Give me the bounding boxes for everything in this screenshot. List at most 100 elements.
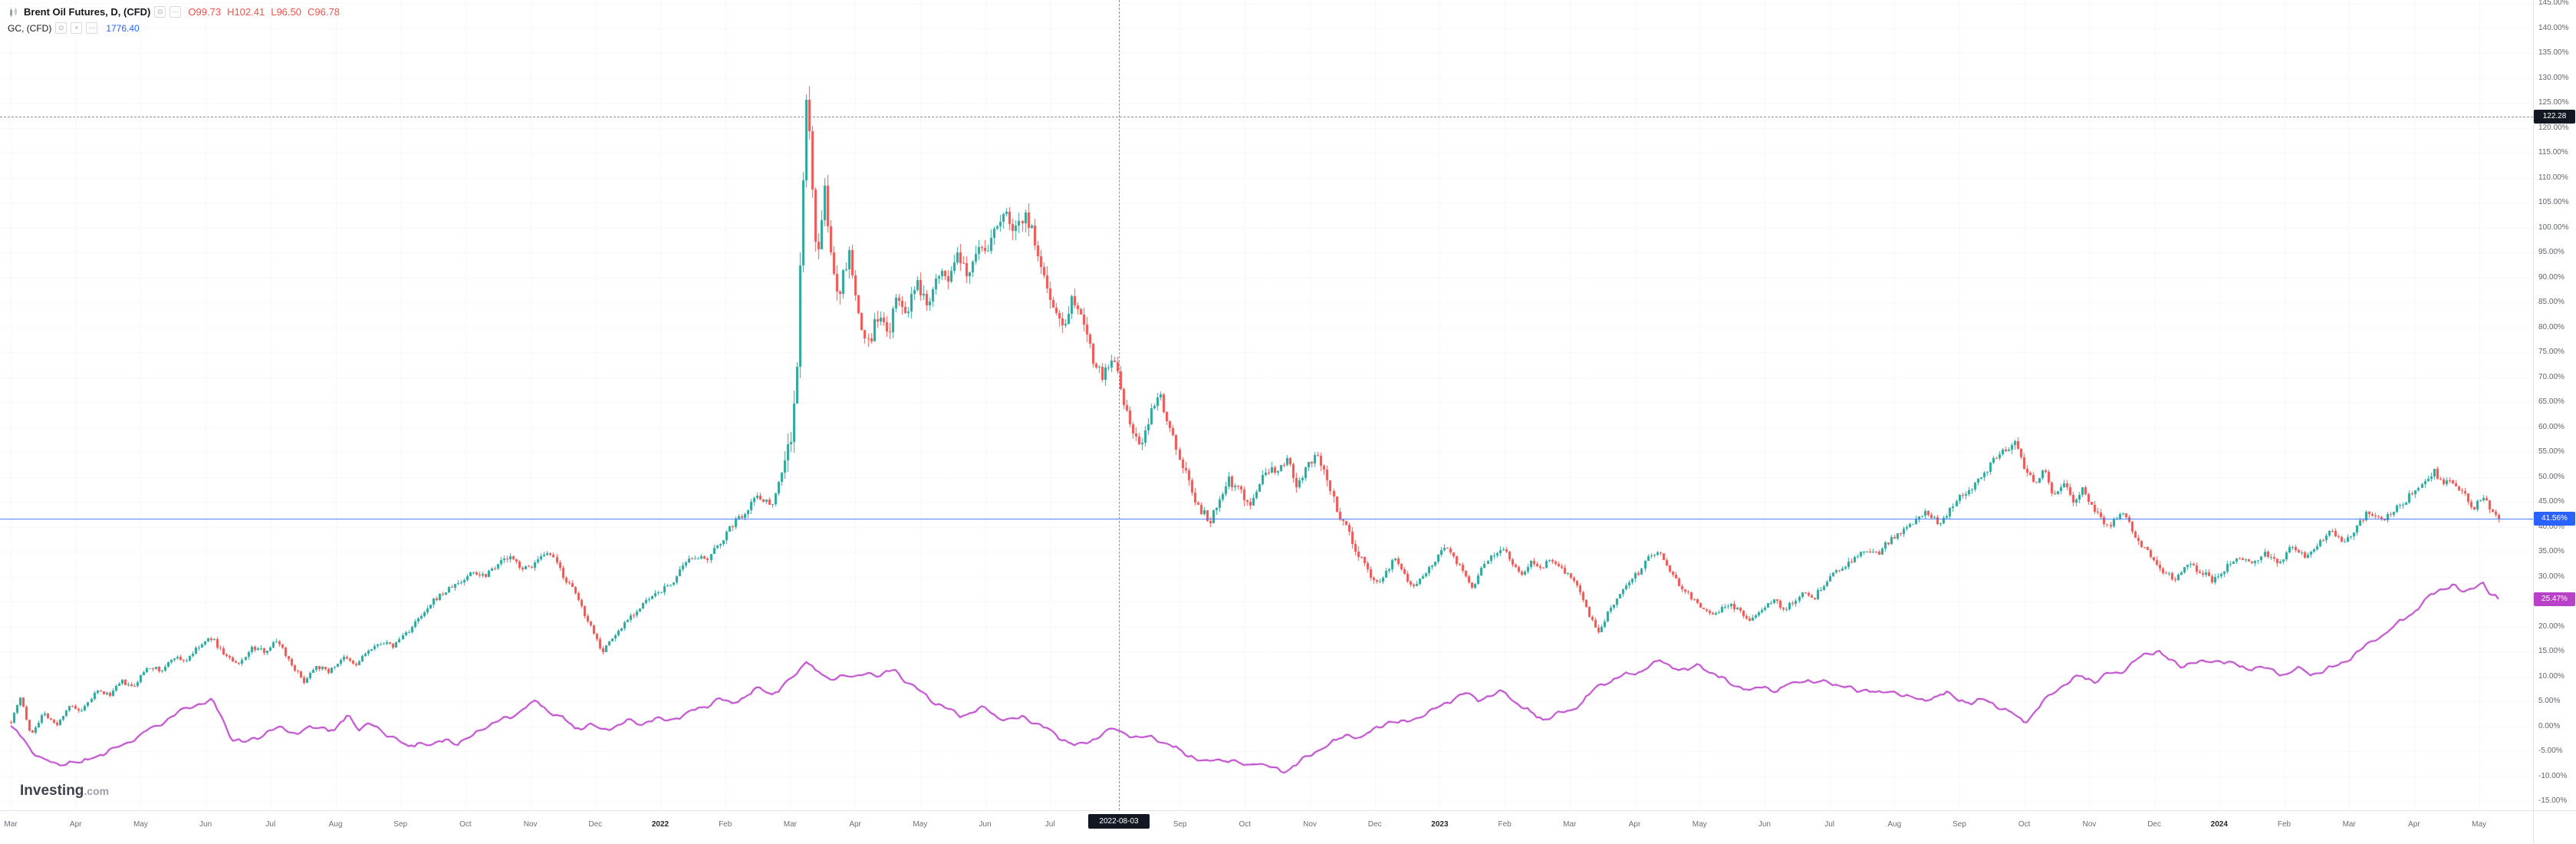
time-axis-month-label: May	[913, 820, 928, 829]
time-axis-month-label: Apr	[69, 820, 82, 829]
time-axis-month-label: Apr	[849, 820, 861, 829]
price-axis-label: 80.00%	[2538, 322, 2564, 331]
high-label: H	[227, 6, 235, 18]
time-axis-month-label: Feb	[2277, 820, 2291, 829]
time-axis-month-label: Jun	[979, 820, 992, 829]
price-axis-label: 75.00%	[2538, 348, 2564, 356]
brent-last-value-badge: 41.56%	[2534, 512, 2575, 526]
time-axis-month-label: Mar	[1563, 820, 1577, 829]
time-axis-month-label: Nov	[2082, 820, 2097, 829]
axis-corner	[2533, 810, 2576, 844]
time-axis-year-label: 2022	[651, 820, 669, 829]
time-axis-month-label: Apr	[1628, 820, 1641, 829]
price-axis-label: 120.00%	[2538, 123, 2569, 132]
crosshair-vertical-line	[1119, 0, 1120, 810]
time-axis-month-label: Jul	[265, 820, 276, 829]
price-axis-label: 15.00%	[2538, 647, 2564, 655]
overlay-last-value: 1776.40	[106, 22, 140, 34]
price-axis-label: 145.00%	[2538, 0, 2569, 7]
time-axis[interactable]: Mar Apr May Jun Jul Aug Sep Oct Nov Dec 2022 Feb Mar…	[0, 810, 2533, 844]
main-series-legend: Brent Oil Futures, D, (CFD) ⊙ ⋯ O99.73 H1…	[8, 4, 340, 20]
time-axis-month-label: Dec	[1367, 820, 1382, 829]
overlay-series-title[interactable]: GC, (CFD)	[8, 22, 52, 34]
price-axis-label: 130.00%	[2538, 73, 2569, 82]
more-icon[interactable]: ⋯	[169, 6, 182, 18]
price-axis-label: 110.00%	[2538, 173, 2568, 182]
price-axis[interactable]: 145.00% 140.00% 135.00% 130.00% 125.00% 120.0…	[2533, 0, 2576, 810]
price-axis-label: 5.00%	[2538, 697, 2561, 705]
eye-icon[interactable]: ⊙	[55, 22, 67, 34]
time-axis-month-label: Dec	[2147, 820, 2161, 829]
eye-icon[interactable]: ⊙	[154, 6, 166, 18]
time-axis-month-label: Jul	[1045, 820, 1055, 829]
watermark-bold: Investing	[20, 783, 84, 799]
close-value: 96.78	[314, 6, 340, 18]
time-axis-month-label: Nov	[523, 820, 538, 829]
time-axis-month-label: Sep	[1953, 820, 1966, 829]
time-axis-month-label: Feb	[719, 820, 732, 829]
price-axis-label: 40.00%	[2538, 522, 2564, 531]
price-axis-label: 135.00%	[2538, 48, 2569, 57]
open-value: 99.73	[196, 6, 222, 18]
time-axis-month-label: Sep	[393, 820, 408, 829]
price-axis-label: 70.00%	[2538, 372, 2564, 381]
time-axis-month-label: Nov	[1303, 820, 1317, 829]
price-axis-label: 0.00%	[2538, 721, 2561, 730]
time-axis-month-label: Jun	[1758, 820, 1771, 829]
time-axis-year-label: 2024	[2210, 820, 2228, 829]
time-axis-month-label: Aug	[328, 820, 343, 829]
high-value: 102.41	[234, 6, 265, 18]
time-axis-month-label: Aug	[1887, 820, 1902, 829]
time-axis-month-label: Feb	[1498, 820, 1512, 829]
gold-last-value-badge: 25.47%	[2534, 592, 2575, 606]
overlay-series-legend: GC, (CFD) ⊙ × ⋯ 1776.40	[8, 20, 340, 36]
price-axis-label: 100.00%	[2538, 223, 2569, 232]
price-axis-label: 90.00%	[2538, 272, 2564, 282]
ohlc-values: O99.73 H102.41 L96.50 C96.78	[188, 6, 340, 18]
price-axis-label: 85.00%	[2538, 298, 2564, 306]
close-icon[interactable]: ×	[71, 22, 83, 34]
price-axis-label: 10.00%	[2538, 671, 2564, 681]
price-axis-label: 115.00%	[2538, 148, 2568, 157]
time-axis-month-label: Apr	[2408, 820, 2420, 829]
time-axis-month-label: Oct	[2018, 820, 2031, 829]
low-label: L	[271, 6, 277, 18]
price-axis-label: 65.00%	[2538, 397, 2564, 406]
legend: Brent Oil Futures, D, (CFD) ⊙ ⋯ O99.73 H1…	[8, 4, 340, 36]
time-axis-month-label: May	[133, 820, 148, 829]
watermark-light: .com	[84, 785, 110, 797]
time-axis-month-label: Jun	[199, 820, 212, 829]
price-axis-label: 20.00%	[2538, 621, 2564, 631]
price-axis-label: -15.00%	[2538, 796, 2568, 805]
instrument-icon	[8, 6, 20, 18]
main-series-title[interactable]: Brent Oil Futures, D, (CFD)	[24, 6, 151, 18]
crosshair-date-badge: 2022-08-03	[1088, 814, 1150, 829]
open-label: O	[188, 6, 196, 18]
time-axis-month-label: May	[2472, 820, 2487, 829]
price-axis-label: -5.00%	[2538, 747, 2563, 755]
price-axis-label: 45.00%	[2538, 497, 2564, 506]
time-axis-month-label: Mar	[2342, 820, 2356, 829]
close-label: C	[308, 6, 315, 18]
price-axis-label: 125.00%	[2538, 98, 2569, 107]
investing-watermark: Investing.com	[20, 783, 109, 799]
price-axis-label: 105.00%	[2538, 198, 2569, 206]
price-axis-label: -10.00%	[2538, 771, 2568, 780]
crosshair-price-badge: 122.28	[2534, 110, 2575, 124]
time-axis-month-label: Mar	[4, 820, 18, 829]
price-axis-label: 50.00%	[2538, 472, 2564, 481]
price-axis-label: 140.00%	[2538, 23, 2569, 32]
price-chart-canvas[interactable]	[0, 0, 2533, 810]
time-axis-month-label: Jul	[1824, 820, 1834, 829]
price-axis-label: 60.00%	[2538, 422, 2564, 431]
time-axis-month-label: Mar	[783, 820, 797, 829]
price-axis-label: 35.00%	[2538, 547, 2564, 556]
more-icon[interactable]: ⋯	[86, 22, 98, 34]
time-axis-month-label: Dec	[588, 820, 603, 829]
time-axis-month-label: Oct	[1239, 820, 1252, 829]
time-axis-year-label: 2023	[1431, 820, 1449, 829]
time-axis-month-label: Sep	[1173, 820, 1187, 829]
time-axis-month-label: Oct	[459, 820, 472, 829]
price-axis-label: 95.00%	[2538, 248, 2564, 256]
